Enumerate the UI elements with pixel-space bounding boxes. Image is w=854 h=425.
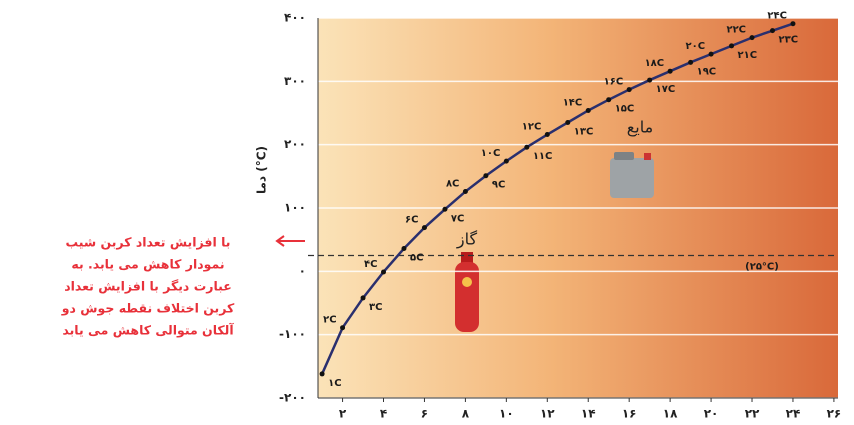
x-tick-label: ۲۲ [745,407,760,421]
x-tick-label: ۱۸ [663,407,678,421]
point-label: ۲۴C [767,11,787,22]
point-label: ۷C [451,213,464,224]
note-line: عبارت دیگر با افزایش تعداد [64,279,232,294]
point-label: ۵C [410,253,423,264]
data-point [647,77,653,83]
point-label: ۲C [323,315,336,326]
series-line [320,22,794,375]
x-tick-label: ۲۴ [786,407,801,421]
y-tick-label: ۰ [299,264,306,278]
point-label: ۸C [446,179,459,190]
point-label: ۴C [364,259,377,270]
data-point [585,107,591,113]
data-point [606,97,612,103]
point-label: ۲۲C [726,25,746,36]
point-label: ۲۰C [686,41,706,52]
x-tick-label: ۲۶ [827,407,842,421]
data-point [401,246,407,252]
point-label: ۶C [405,215,418,226]
point-label: ۲۱C [738,50,758,61]
data-point [790,21,796,27]
x-tick-label: ۱۲ [540,407,555,421]
data-point [319,371,325,377]
x-tick-label: ۴ [380,407,387,421]
data-point [421,225,427,231]
gas-label: گاز [456,230,478,250]
note-arrow [275,235,305,247]
data-point [565,120,571,125]
point-label: ۳C [369,302,382,313]
data-point [503,158,509,164]
y-tick-label: ۳۰۰ [284,74,306,88]
point-label: ۱۸C [645,58,665,69]
note-line: نمودار کاهش می یابد. به [71,257,224,272]
y-tick-label: ۱۰۰ [284,201,306,215]
data-point [626,87,632,93]
point-label: ۲۳C [778,35,798,46]
point-label: ۱۳C [574,127,594,138]
note-line: آلکان متوالی کاهش می یابد [62,323,234,338]
data-point [749,35,755,41]
x-tick-label: ۱۶ [622,407,637,421]
point-label: ۱۶C [604,77,624,88]
data-point [544,132,550,138]
x-tick-label: ۶ [421,407,428,421]
data-point [442,206,448,212]
data-point [524,144,530,150]
point-label: ۹C [492,180,505,191]
y-tick-label: ۲۰۰ [284,137,306,151]
x-tick-label: ۱۰ [499,407,514,421]
data-point [688,59,694,65]
point-label: ۱۵C [615,104,635,115]
data-point [769,28,775,34]
point-label: ۱۱C [533,151,553,162]
data-point [381,269,387,275]
point-label: ۱۷C [656,84,676,95]
reference-label: (۲۵°C) [745,262,779,273]
point-label: ۱۴C [563,97,583,108]
data-point [708,51,714,57]
data-point [360,295,366,301]
data-point [667,68,673,74]
x-tick-label: ۸ [462,407,470,421]
gas-icon [455,252,479,332]
data-point [340,325,346,331]
liquid-label: مایع [627,118,653,138]
x-tick-label: ۲۰ [704,407,719,421]
point-label: ۱۲C [522,122,542,133]
point-label: ۱۰C [481,148,501,159]
note-line: با افزایش تعداد کربن شیب [66,235,231,250]
liquid-icon [610,152,654,198]
y-axis-label: دما (°C) [255,146,269,194]
point-label: ۱۹C [697,66,717,77]
y-tick-label: ۴۰۰ [284,11,306,25]
data-point [729,43,735,49]
data-point [462,189,468,195]
note-line: کربن اختلاف نقطه جوش دو [61,301,235,316]
x-tick-label: ۱۴ [581,407,596,421]
point-label: ۱C [328,378,341,389]
y-tick-label: -۲۰۰ [279,391,306,405]
data-point [483,173,489,179]
x-tick-label: ۲ [339,407,347,421]
y-tick-label: -۱۰۰ [279,327,306,341]
